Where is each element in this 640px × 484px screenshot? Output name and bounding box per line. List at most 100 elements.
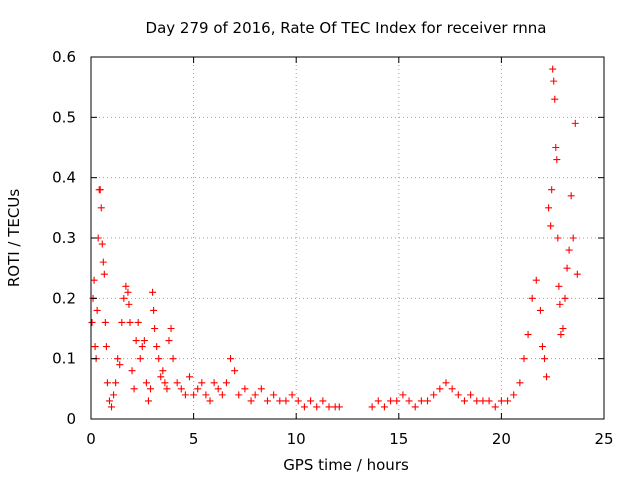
data-point [276, 397, 284, 405]
data-point [210, 379, 218, 387]
data-point [540, 355, 548, 363]
data-point [161, 379, 169, 387]
data-point [169, 355, 177, 363]
data-point [159, 367, 167, 375]
data-point [554, 234, 562, 242]
data-point [247, 397, 255, 405]
data-point [565, 246, 573, 254]
data-point [510, 391, 518, 399]
data-point [393, 397, 401, 405]
y-tick-label: 0.5 [52, 108, 76, 126]
data-point [454, 391, 462, 399]
data-point [424, 397, 432, 405]
data-point [555, 282, 563, 290]
data-point [138, 343, 146, 351]
data-point [288, 391, 296, 399]
data-point [91, 343, 99, 351]
x-tick-label: 0 [86, 430, 96, 448]
data-point [173, 379, 181, 387]
data-point [163, 385, 171, 393]
data-point [374, 397, 382, 405]
data-point [101, 318, 109, 326]
axis-ticks [90, 56, 605, 420]
data-point [551, 95, 559, 103]
data-point [491, 403, 499, 411]
data-point [538, 343, 546, 351]
data-point [96, 186, 104, 194]
data-point [553, 156, 561, 164]
data-point [142, 379, 150, 387]
data-point [88, 318, 96, 326]
data-point [181, 391, 189, 399]
data-point [550, 77, 558, 85]
data-point [251, 391, 259, 399]
data-points [88, 65, 581, 411]
x-tick-label: 20 [492, 430, 511, 448]
data-point [549, 65, 557, 73]
data-point [547, 222, 555, 230]
x-tick-label: 25 [594, 430, 613, 448]
data-point [520, 355, 528, 363]
data-point [103, 379, 111, 387]
data-point [144, 397, 152, 405]
data-point [167, 325, 175, 332]
data-point [448, 385, 456, 393]
data-point [151, 325, 159, 332]
data-point [202, 391, 210, 399]
data-point [194, 385, 202, 393]
data-point [102, 343, 110, 351]
data-point [573, 270, 581, 278]
data-point [561, 294, 569, 302]
data-point [307, 397, 315, 405]
data-point [198, 379, 206, 387]
data-point [300, 403, 308, 411]
data-point [128, 367, 136, 375]
data-point [557, 331, 565, 339]
data-point [524, 331, 532, 339]
x-tick-label: 5 [189, 430, 199, 448]
data-point [380, 403, 388, 411]
data-point [110, 391, 118, 399]
data-point [112, 379, 120, 387]
data-point [116, 361, 124, 369]
y-axis-label: ROTI / TECUs [5, 189, 23, 287]
data-point [313, 403, 321, 411]
data-point [134, 318, 142, 326]
data-point [411, 403, 419, 411]
y-tick-label: 0.3 [52, 229, 76, 247]
data-point [126, 318, 134, 326]
y-tick-labels: 0 0.1 0.2 0.3 0.4 0.5 0.6 [52, 48, 76, 428]
data-point [368, 403, 376, 411]
data-point [155, 355, 163, 363]
data-point [399, 391, 407, 399]
data-point [157, 373, 165, 381]
x-tick-label: 15 [389, 430, 408, 448]
data-point [442, 379, 450, 387]
data-point [257, 385, 265, 393]
data-point [114, 355, 122, 363]
data-point [214, 385, 222, 393]
data-point [294, 397, 302, 405]
data-point [504, 397, 512, 405]
data-point [218, 391, 226, 399]
data-point [125, 300, 133, 308]
data-point [98, 240, 106, 248]
data-point [206, 397, 214, 405]
data-point [532, 276, 540, 284]
data-point [460, 397, 468, 405]
y-tick-label: 0.4 [52, 169, 76, 187]
data-point [436, 385, 444, 393]
data-point [563, 264, 571, 272]
data-point [130, 385, 138, 393]
data-point [543, 373, 551, 381]
data-point [124, 288, 132, 296]
data-point [270, 391, 278, 399]
data-point [473, 397, 481, 405]
data-point [335, 403, 343, 411]
data-point [263, 397, 271, 405]
data-point [231, 367, 239, 375]
data-point [241, 385, 249, 393]
data-point [105, 397, 113, 405]
